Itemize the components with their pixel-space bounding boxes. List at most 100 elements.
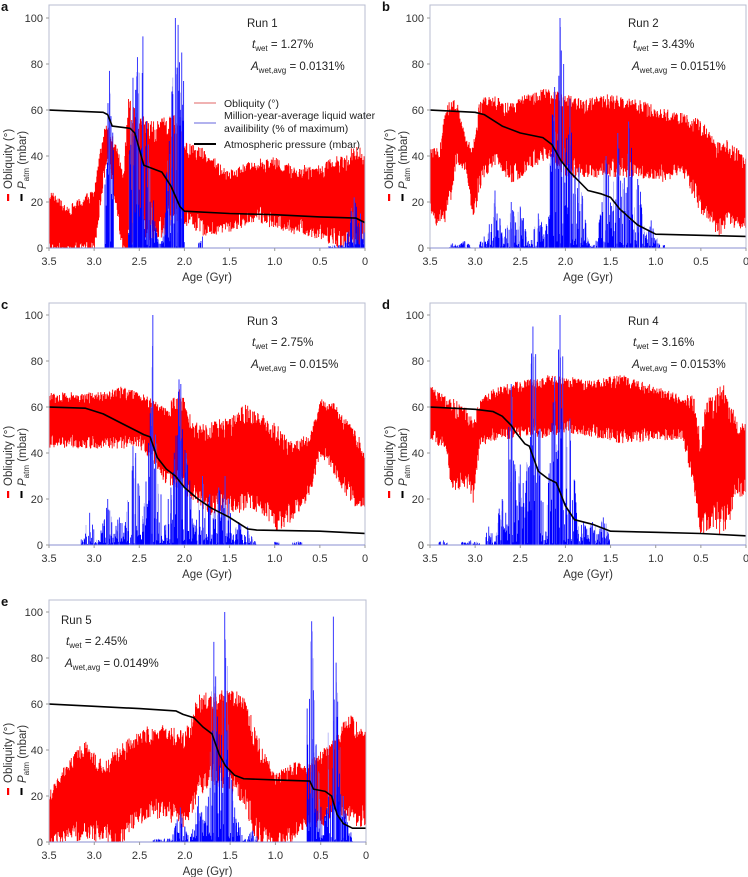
a-subscript: wet,avg bbox=[258, 66, 287, 75]
a-wet-annotation: Awet,avg = 0.0151% bbox=[631, 61, 726, 75]
a-subscript: wet,avg bbox=[72, 663, 101, 672]
y-tick-label: 100 bbox=[406, 310, 424, 322]
x-tick-label: 0.5 bbox=[312, 553, 327, 565]
pressure-line bbox=[430, 406, 746, 537]
x-tick-label: 2.5 bbox=[132, 256, 147, 268]
x-tick-label: 1.0 bbox=[267, 256, 282, 268]
plot-area bbox=[49, 18, 365, 248]
p-unit: (mbar) bbox=[398, 428, 410, 465]
x-tick-label: 3.5 bbox=[41, 850, 56, 862]
x-tick-label: 0.5 bbox=[313, 850, 328, 862]
panel-c-group: c 0 20 40 60 80 100 3.5 3.0 2.5 2.0 1.5 1.0 0.5 0 Age (… bbox=[1, 297, 368, 581]
t-wet-annotation: twet = 1.27% bbox=[252, 39, 313, 53]
pressure-line bbox=[49, 406, 365, 535]
p-subscript: atm bbox=[22, 762, 31, 776]
x-tick-label: 3.0 bbox=[86, 256, 101, 268]
t-subscript: wet bbox=[68, 641, 82, 650]
x-tick-label: 3.5 bbox=[422, 553, 437, 565]
obliquity-legend-swatch bbox=[388, 491, 391, 498]
a-value: = 0.015% bbox=[286, 359, 338, 371]
x-tick-label: 2.0 bbox=[177, 850, 192, 862]
y-tick-label: 0 bbox=[418, 243, 424, 255]
y-tick-label: 100 bbox=[25, 13, 43, 25]
x-tick-label: 0.5 bbox=[693, 256, 708, 268]
t-symbol: t bbox=[66, 636, 70, 648]
y-tick-label: 40 bbox=[31, 151, 43, 163]
p-subscript: atm bbox=[403, 168, 412, 182]
obliquity-band bbox=[49, 386, 365, 531]
x-tick-label: 1.5 bbox=[222, 553, 237, 565]
y-axis-title-pressure: Patm (mbar) bbox=[398, 131, 412, 189]
obliquity-band bbox=[49, 98, 365, 248]
x-tick-label: 1.0 bbox=[267, 553, 282, 565]
plot-area bbox=[430, 315, 746, 545]
y-axis-title: Obliquity (°) Patm (mbar) bbox=[3, 426, 31, 498]
pressure-legend-swatch bbox=[401, 194, 404, 201]
x-tick-label: 1.5 bbox=[603, 256, 618, 268]
a-value: = 0.0153% bbox=[667, 359, 726, 371]
p-subscript: atm bbox=[22, 168, 31, 182]
a-symbol: A bbox=[250, 61, 259, 73]
x-tick-label: 2.5 bbox=[513, 256, 528, 268]
a-symbol: A bbox=[250, 359, 259, 371]
x-tick-label: 1.5 bbox=[222, 256, 237, 268]
a-symbol: A bbox=[631, 359, 640, 371]
y-axis-title: Obliquity (°) Patm (mbar) bbox=[384, 426, 412, 498]
t-value: = 3.43% bbox=[649, 39, 695, 51]
t-subscript: wet bbox=[254, 44, 268, 53]
y-tick-label: 0 bbox=[37, 243, 43, 255]
t-symbol: t bbox=[633, 337, 637, 349]
t-symbol: t bbox=[633, 39, 637, 51]
x-tick-label: 0 bbox=[363, 850, 369, 862]
panel-letter: c bbox=[1, 297, 8, 312]
run-label: Run 2 bbox=[628, 18, 659, 30]
x-tick-label: 3.0 bbox=[467, 553, 482, 565]
x-tick-label: 0 bbox=[362, 553, 368, 565]
x-tick-label: 2.0 bbox=[177, 256, 192, 268]
a-value: = 0.0131% bbox=[286, 61, 345, 73]
x-axis-title: Age (Gyr) bbox=[182, 272, 232, 284]
panel-letter: d bbox=[382, 297, 390, 312]
p-subscript: atm bbox=[403, 465, 412, 479]
y-tick-label: 20 bbox=[31, 197, 43, 209]
legend-label-pressure: Atmospheric pressure (mbar) bbox=[224, 139, 360, 151]
x-tick-label: 1.0 bbox=[268, 850, 283, 862]
panel-letter: e bbox=[1, 594, 8, 609]
a-value: = 0.0151% bbox=[667, 61, 726, 73]
y-tick-label: 40 bbox=[412, 151, 424, 163]
p-symbol: P bbox=[398, 478, 410, 486]
x-tick-label: 0 bbox=[362, 256, 368, 268]
p-unit: (mbar) bbox=[17, 131, 29, 168]
p-symbol: P bbox=[17, 775, 29, 783]
y-axis-title-obliquity: Obliquity (°) bbox=[3, 129, 15, 189]
panel-d-group: d 0 20 40 60 80 100 3.5 3.0 2.5 2.0 1.5 1.0 0.5 0 Age (… bbox=[382, 297, 748, 581]
legend-label-obliquity: Obliquity (°) bbox=[224, 98, 279, 110]
x-tick-label: 3.0 bbox=[467, 256, 482, 268]
y-tick-label: 0 bbox=[418, 540, 424, 552]
panel-a-group: a 0 20 40 60 80 100 3.5 3.0 2.5 2.0 1.5 1.0 0.5 0 Age (… bbox=[1, 0, 376, 284]
x-axis-title: Age (Gyr) bbox=[183, 866, 233, 877]
p-unit: (mbar) bbox=[17, 428, 29, 465]
a-value: = 0.0149% bbox=[100, 658, 159, 670]
y-tick-label: 100 bbox=[406, 13, 424, 25]
y-axis-title-pressure: Patm (mbar) bbox=[17, 725, 31, 783]
a-wet-annotation: Awet,avg = 0.015% bbox=[250, 359, 338, 373]
a-symbol: A bbox=[64, 658, 73, 670]
x-tick-label: 3.5 bbox=[41, 553, 56, 565]
run-label: Run 3 bbox=[247, 316, 278, 328]
y-tick-label: 100 bbox=[25, 310, 43, 322]
obliquity-band bbox=[430, 375, 746, 535]
p-symbol: P bbox=[17, 181, 29, 189]
pressure-legend-swatch bbox=[401, 491, 404, 498]
a-subscript: wet,avg bbox=[258, 364, 287, 373]
y-tick-label: 80 bbox=[412, 356, 424, 368]
p-symbol: P bbox=[17, 478, 29, 486]
x-tick-label: 1.0 bbox=[648, 256, 663, 268]
x-tick-label: 0 bbox=[743, 553, 748, 565]
y-tick-label: 100 bbox=[25, 607, 43, 619]
y-axis-title-pressure: Patm (mbar) bbox=[398, 428, 412, 486]
y-axis-title-pressure: Patm (mbar) bbox=[17, 131, 31, 189]
y-tick-label: 60 bbox=[412, 402, 424, 414]
y-tick-label: 80 bbox=[412, 59, 424, 71]
